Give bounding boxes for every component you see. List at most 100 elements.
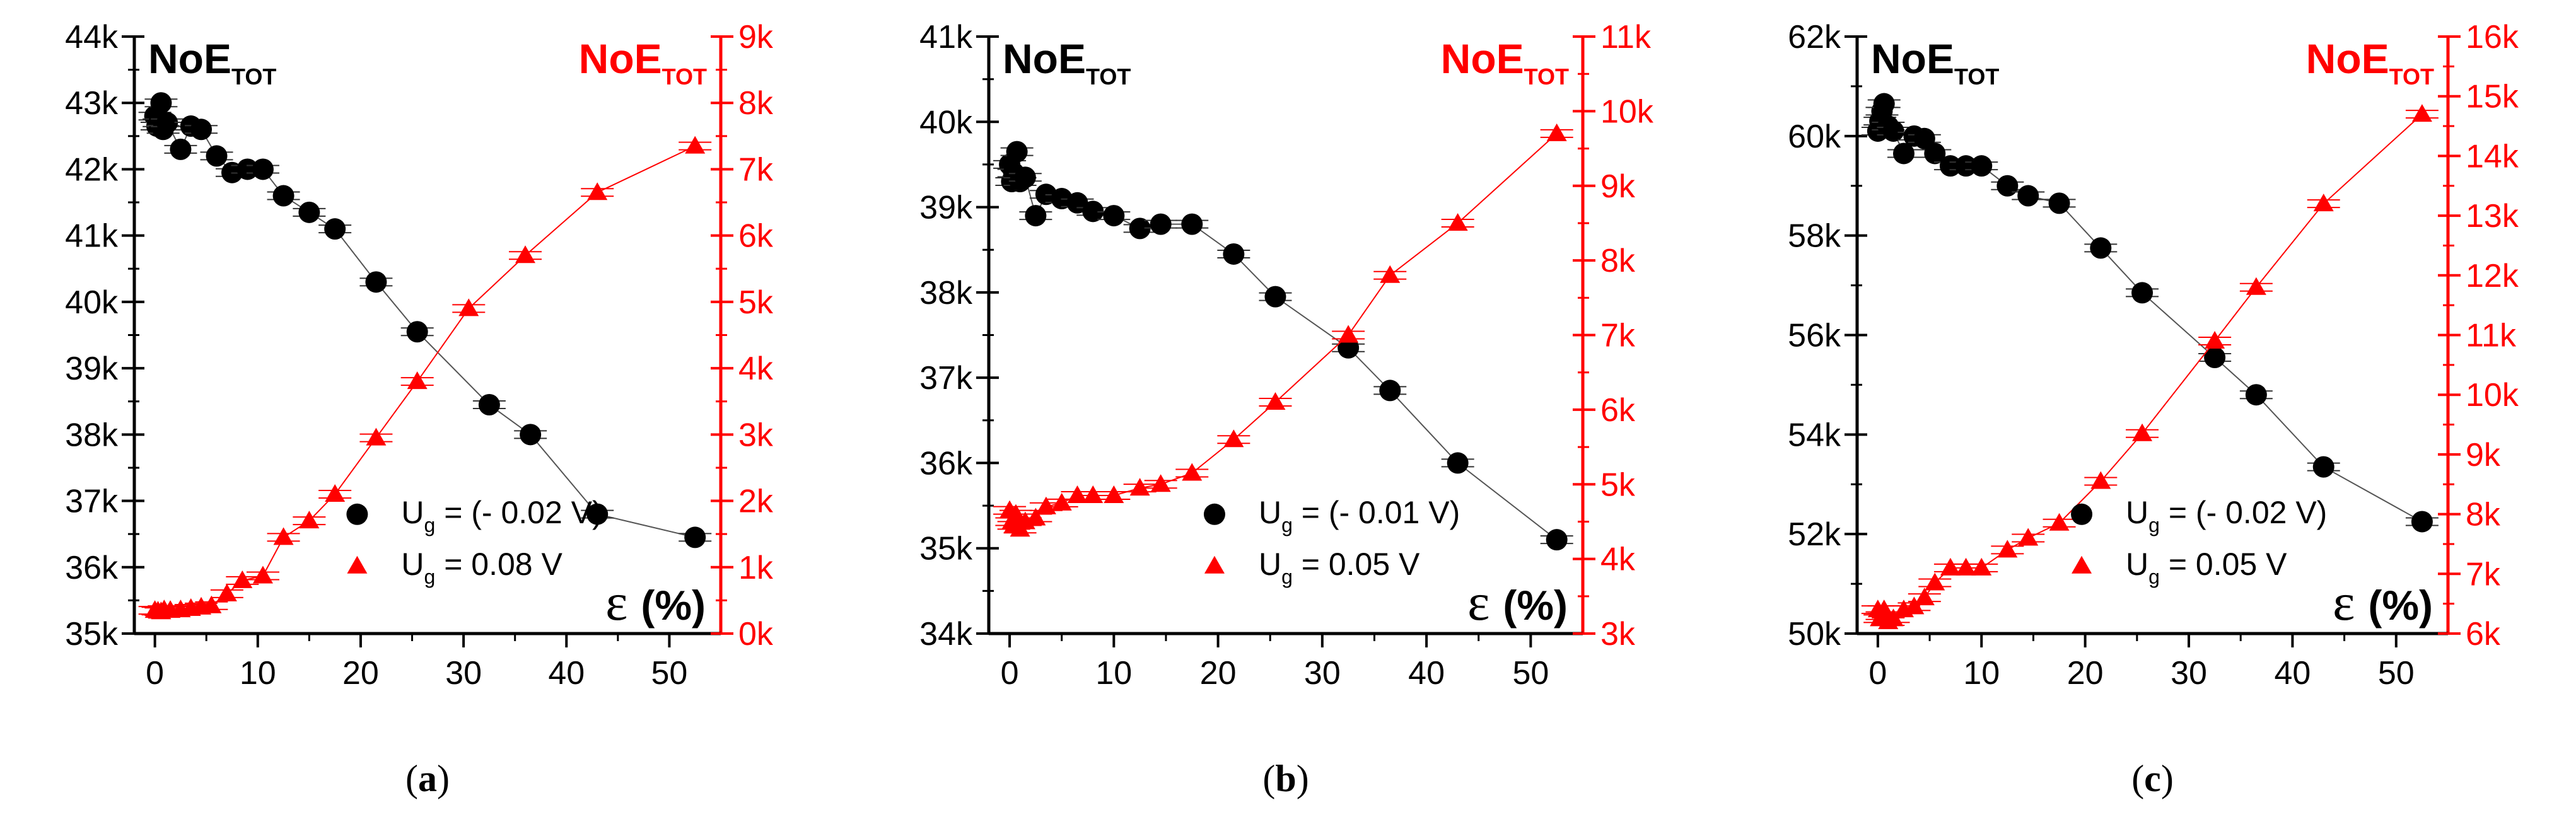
data-point-left (2312, 456, 2334, 478)
left-y-tick-label: 62k (1788, 19, 1841, 55)
x-tick-label: 20 (2067, 655, 2104, 692)
data-point-left (1223, 243, 1245, 265)
x-tick-label: 0 (1868, 655, 1887, 692)
legend-entry-1-sub: g (2148, 514, 2160, 536)
panel-caption: (c) (2131, 758, 2174, 799)
data-point-right (1129, 478, 1150, 496)
left-y-tick-label: 36k (65, 550, 119, 586)
data-point-left (2048, 192, 2070, 214)
left-axis-title-sub: TOT (231, 64, 276, 90)
x-tick-label: 0 (146, 655, 164, 692)
data-point-right (252, 565, 273, 584)
left-y-tick-label: 40k (65, 284, 119, 321)
x-axis-label-unit: (%) (1503, 582, 1568, 629)
data-point-right (366, 427, 387, 446)
panel-caption-open: ( (405, 758, 418, 799)
chart-panel-a: 35k 36k 37k 38k 39k 40k 41k 42k 43k 44k 0k 1k 2k 3k 4k… (65, 19, 774, 799)
panel-caption-close: ) (1297, 758, 1309, 799)
data-point-right (1380, 265, 1401, 283)
right-y-tick-label: 14k (2466, 138, 2519, 175)
data-point-left (150, 92, 172, 114)
data-point-left (1082, 200, 1104, 223)
right-y-tick-label: 9k (738, 19, 774, 55)
data-point-left (1150, 213, 1172, 235)
right-y-tick-label: 8k (738, 85, 774, 122)
data-point-left (1924, 142, 1946, 165)
right-y-tick-label: 2k (738, 484, 774, 520)
panel-caption-letter: c (2144, 758, 2161, 799)
data-point-left (1181, 213, 1203, 235)
data-point-right (515, 245, 535, 264)
data-point-right (1447, 212, 1468, 231)
legend-entry-1-sub: g (424, 514, 436, 536)
data-point-left (1955, 155, 1977, 177)
data-point-left (272, 185, 294, 207)
legend-entry-2: Ug = 0.05 V (2126, 547, 2287, 588)
right-y-tick-label: 10k (1600, 93, 1654, 130)
data-point-left (406, 321, 428, 343)
left-y-tick-label: 60k (1788, 119, 1841, 155)
data-point-left (170, 138, 192, 160)
data-point-right (1925, 572, 1945, 591)
data-point-left (2131, 282, 2153, 304)
left-axis-title: NoETOT (148, 35, 276, 90)
panel-caption-open: ( (1262, 758, 1275, 799)
left-y-tick-label: 58k (1788, 218, 1841, 255)
left-y-tick-label: 43k (65, 85, 119, 122)
panel-caption-letter: a (418, 758, 437, 799)
panel-caption-close: ) (437, 758, 450, 799)
right-y-tick-label: 1k (738, 550, 774, 586)
data-point-right (1051, 492, 1072, 511)
data-point-left (1873, 93, 1895, 115)
data-point-right (1883, 608, 1904, 627)
x-axis-label: ε (%) (605, 573, 706, 632)
data-point-left (1129, 217, 1151, 240)
right-y-tick-label: 13k (2466, 198, 2519, 235)
data-point-left (586, 503, 609, 525)
data-point-right (458, 298, 479, 316)
left-y-tick-label: 39k (919, 190, 973, 226)
data-point-right (1035, 496, 1056, 514)
x-tick-label: 40 (1408, 655, 1445, 692)
data-point-left (2204, 347, 2226, 369)
left-y-tick-label: 35k (919, 531, 973, 567)
legend-entry-2-sub: g (1281, 565, 1293, 588)
x-tick-label: 10 (1095, 655, 1132, 692)
data-point-left (156, 112, 178, 134)
left-y-tick-label: 54k (1788, 417, 1841, 453)
x-tick-label: 0 (1001, 655, 1019, 692)
left-axis-title-sub: TOT (1954, 64, 1999, 90)
legend-entry-1: Ug = (- 0.02 V) (2126, 495, 2327, 536)
data-point-right (273, 527, 294, 545)
legend-entry-1: Ug = (- 0.02 V) (401, 495, 602, 536)
right-y-tick-label: 11k (1600, 19, 1652, 55)
left-axis-title: NoETOT (1871, 35, 1999, 90)
x-tick-label: 40 (2274, 655, 2311, 692)
left-y-tick-label: 41k (65, 218, 119, 255)
legend-entry-2-text: = 0.05 V (1293, 547, 1420, 582)
data-point-right (232, 570, 253, 588)
data-point-right (216, 583, 237, 601)
data-point-left (1264, 286, 1286, 308)
data-point-left (1971, 155, 1993, 177)
legend-marker-triangle (347, 555, 368, 574)
data-point-right (2132, 423, 2153, 441)
data-point-right (1083, 485, 1104, 504)
data-point-right (1104, 485, 1124, 504)
legend-entry-1-sub: g (1281, 514, 1293, 536)
x-tick-label: 30 (1304, 655, 1341, 692)
data-point-right (1914, 588, 1935, 606)
data-point-right (2411, 104, 2432, 122)
x-tick-label: 50 (1512, 655, 1549, 692)
left-axis-title-sub: TOT (1086, 64, 1131, 90)
x-tick-label: 30 (2171, 655, 2207, 692)
data-point-right (1265, 392, 1286, 410)
right-axis-title: NoETOT (579, 35, 707, 90)
left-y-tick-label: 36k (919, 445, 973, 482)
right-y-tick-label: 8k (2466, 497, 2501, 533)
panel-caption: (a) (405, 758, 450, 799)
x-tick-label: 10 (240, 655, 276, 692)
data-point-right (325, 484, 346, 502)
right-y-tick-label: 15k (2466, 79, 2519, 115)
